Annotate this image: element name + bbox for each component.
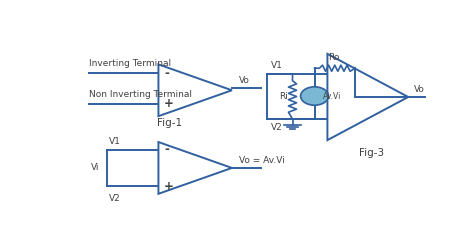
Text: V2: V2 [109,194,120,203]
Text: +: + [164,97,174,110]
Text: +: + [164,180,174,193]
Text: Vo = Av.Vi: Vo = Av.Vi [239,156,285,165]
Text: Ri: Ri [279,92,288,101]
Text: Vi: Vi [91,163,99,172]
Text: Inverting Terminal: Inverting Terminal [89,59,171,68]
Text: Ro: Ro [328,53,340,62]
Ellipse shape [301,87,328,105]
Text: Fig-3: Fig-3 [359,148,384,158]
Text: V1: V1 [109,137,121,146]
Text: -: - [164,66,169,79]
Text: Vo: Vo [239,76,250,85]
Text: Av.Vi: Av.Vi [323,92,341,101]
Text: Vo: Vo [414,85,425,94]
Text: Fig-1: Fig-1 [157,118,182,128]
Text: V2: V2 [271,123,282,132]
Text: -: - [164,143,169,156]
Text: Non Inverting Terminal: Non Inverting Terminal [89,90,191,99]
Text: V1: V1 [271,61,283,70]
